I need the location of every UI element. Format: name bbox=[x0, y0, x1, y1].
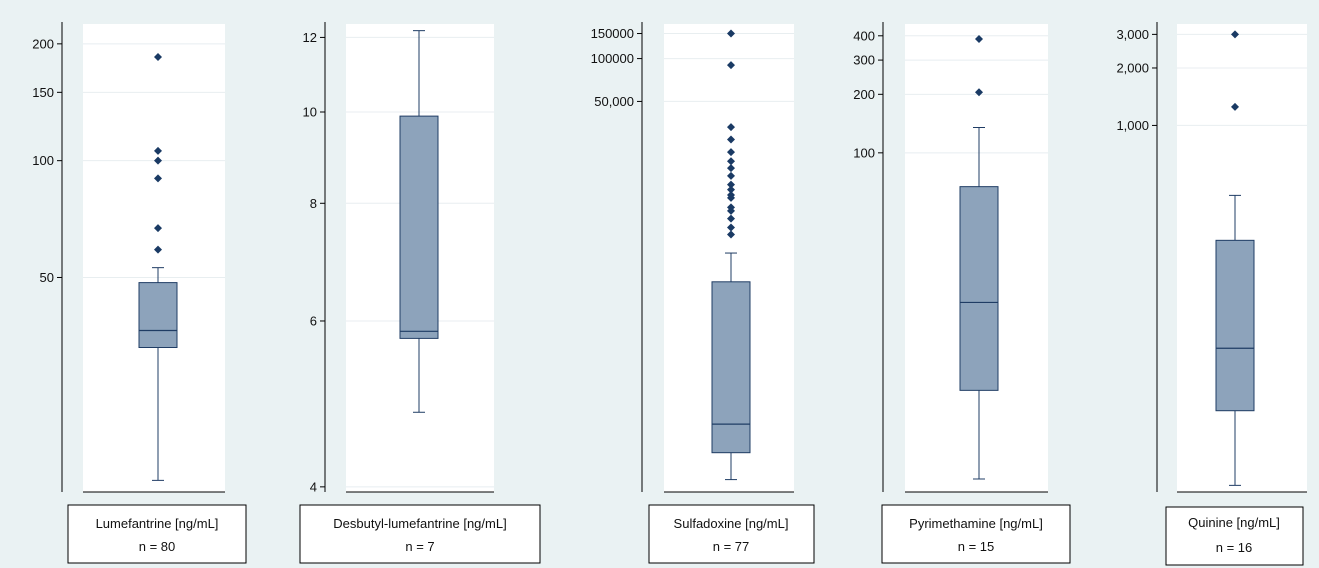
panel-quinine: 3,000 2,000 1,000 Quinine [ng/mL] n = 16 bbox=[1116, 22, 1307, 566]
outlier-point bbox=[154, 156, 162, 165]
outlier-point bbox=[727, 171, 735, 180]
caption-frame bbox=[299, 504, 541, 564]
caption-frame bbox=[67, 504, 247, 564]
iqr-box bbox=[138, 282, 178, 348]
outlier-point bbox=[154, 52, 162, 61]
boxplot bbox=[1215, 30, 1255, 486]
caption-box: Desbutyl-lumefantrine [ng/mL] n = 7 bbox=[299, 504, 541, 564]
caption-frame bbox=[1165, 506, 1304, 566]
y-tick-label: 400 bbox=[853, 28, 875, 43]
y-tick-label: 4 bbox=[310, 479, 317, 494]
outlier-point bbox=[727, 164, 735, 173]
outlier-point bbox=[975, 88, 983, 97]
outlier-point bbox=[154, 224, 162, 233]
y-tick-label: 10 bbox=[303, 105, 317, 120]
iqr-box bbox=[1215, 239, 1255, 412]
caption-label: Quinine [ng/mL] bbox=[1188, 515, 1280, 530]
panel-lumefantrine: 200 150 100 50 Lumefantrine [ng/mL] n = 80 bbox=[32, 22, 247, 564]
y-tick-label: 6 bbox=[310, 313, 317, 328]
caption-frame bbox=[881, 504, 1071, 564]
outlier-point bbox=[727, 185, 735, 194]
y-tick-label: 3,000 bbox=[1116, 27, 1149, 42]
y-tick-label: 50 bbox=[40, 270, 54, 285]
y-tick-label: 150 bbox=[32, 85, 54, 100]
y-ticks: 400 300 200 100 bbox=[853, 28, 1048, 160]
outlier-point bbox=[727, 61, 735, 70]
outlier-point bbox=[1231, 102, 1239, 111]
caption-n: n = 16 bbox=[1216, 540, 1253, 555]
y-tick-label: 100 bbox=[853, 145, 875, 160]
y-tick-label: 50,000 bbox=[594, 94, 634, 109]
panel-desbutyl-lumefantrine: 12 10 8 6 4 Desbutyl-lumefantrine [ng/mL] n … bbox=[299, 22, 541, 564]
y-ticks: 200 150 100 50 bbox=[32, 36, 225, 285]
plot-area bbox=[83, 24, 225, 492]
outlier-point bbox=[727, 214, 735, 223]
caption-label: Pyrimethamine [ng/mL] bbox=[909, 516, 1043, 531]
outlier-point bbox=[154, 245, 162, 254]
boxplot bbox=[711, 29, 751, 481]
y-tick-label: 150000 bbox=[591, 26, 634, 41]
y-tick-label: 100 bbox=[32, 153, 54, 168]
outlier-point bbox=[727, 230, 735, 239]
boxplot bbox=[399, 30, 439, 413]
outlier-point bbox=[727, 206, 735, 215]
iqr-box bbox=[711, 281, 751, 454]
y-tick-label: 2,000 bbox=[1116, 60, 1149, 75]
iqr-box bbox=[399, 115, 439, 339]
outlier-point bbox=[154, 174, 162, 183]
caption-label: Sulfadoxine [ng/mL] bbox=[674, 516, 789, 531]
caption-label: Lumefantrine [ng/mL] bbox=[96, 516, 219, 531]
outlier-point bbox=[727, 29, 735, 38]
y-tick-label: 200 bbox=[853, 87, 875, 102]
boxplot bbox=[959, 35, 999, 480]
caption-n: n = 15 bbox=[958, 539, 995, 554]
outlier-point bbox=[727, 157, 735, 166]
outlier-point bbox=[154, 146, 162, 155]
y-ticks: 3,000 2,000 1,000 bbox=[1116, 27, 1307, 133]
caption-frame bbox=[648, 504, 815, 564]
iqr-box bbox=[959, 186, 999, 391]
y-tick-label: 200 bbox=[32, 36, 54, 51]
panel-sulfadoxine: 150000 100000 50,000 Sulfadoxine [ng/mL] n… bbox=[591, 22, 815, 564]
caption-box: Pyrimethamine [ng/mL] n = 15 bbox=[881, 504, 1071, 564]
outlier-point bbox=[727, 148, 735, 157]
y-ticks: 150000 100000 50,000 bbox=[591, 26, 794, 109]
outlier-point bbox=[727, 123, 735, 132]
outlier-point bbox=[727, 180, 735, 189]
y-tick-label: 300 bbox=[853, 53, 875, 68]
outlier-point bbox=[727, 223, 735, 232]
caption-box: Lumefantrine [ng/mL] n = 80 bbox=[67, 504, 247, 564]
caption-box: Sulfadoxine [ng/mL] n = 77 bbox=[648, 504, 815, 564]
outlier-point bbox=[1231, 30, 1239, 39]
caption-n: n = 80 bbox=[139, 539, 176, 554]
y-tick-label: 12 bbox=[303, 30, 317, 45]
caption-n: n = 7 bbox=[405, 539, 434, 554]
y-tick-label: 1,000 bbox=[1116, 118, 1149, 133]
y-tick-label: 8 bbox=[310, 196, 317, 211]
y-tick-label: 100000 bbox=[591, 51, 634, 66]
outlier-point bbox=[727, 135, 735, 144]
outlier-point bbox=[727, 193, 735, 202]
caption-box: Quinine [ng/mL] n = 16 bbox=[1165, 506, 1304, 566]
caption-label: Desbutyl-lumefantrine [ng/mL] bbox=[333, 516, 506, 531]
boxplot bbox=[138, 52, 178, 481]
caption-n: n = 77 bbox=[713, 539, 750, 554]
outlier-point bbox=[975, 35, 983, 44]
panel-pyrimethamine: 400 300 200 100 Pyrimethamine [ng/mL] n = 1… bbox=[853, 22, 1071, 564]
